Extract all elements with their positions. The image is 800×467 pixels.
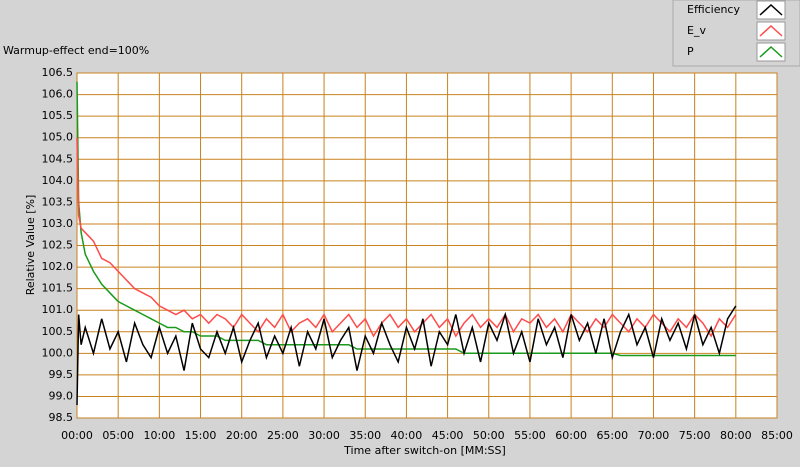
y-tick-label: 98.5	[49, 411, 74, 424]
y-tick-label: 100.5	[42, 325, 74, 338]
legend-label: P	[687, 45, 694, 58]
x-axis-label: Time after switch-on [MM:SS]	[343, 444, 506, 457]
y-axis-label: Relative Value [%]	[24, 195, 37, 296]
chart-title: Warmup-effect end=100%	[3, 44, 149, 57]
y-tick-label: 104.5	[42, 152, 74, 165]
x-tick-label: 05:00	[102, 429, 134, 442]
x-tick-label: 20:00	[226, 429, 258, 442]
legend-label: Efficiency	[687, 3, 740, 16]
legend-swatch	[759, 3, 783, 16]
x-tick-label: 30:00	[308, 429, 340, 442]
y-tick-label: 99.0	[49, 389, 74, 402]
y-tick-label: 102.5	[42, 239, 74, 252]
x-tick-label: 65:00	[596, 429, 628, 442]
y-tick-label: 106.5	[42, 66, 74, 79]
x-tick-label: 85:00	[761, 429, 793, 442]
y-tick-label: 100.0	[42, 346, 74, 359]
legend-swatch-box	[756, 42, 786, 62]
y-tick-label: 101.0	[42, 303, 74, 316]
x-tick-label: 00:00	[61, 429, 93, 442]
y-tick-label: 99.5	[49, 368, 74, 381]
legend-swatch	[759, 45, 783, 58]
y-tick-label: 103.5	[42, 195, 74, 208]
legend-label: E_v	[687, 24, 706, 37]
x-tick-label: 10:00	[144, 429, 176, 442]
y-tick-label: 106.0	[42, 88, 74, 101]
x-tick-label: 15:00	[185, 429, 217, 442]
legend-swatch	[759, 24, 783, 37]
x-tick-label: 60:00	[555, 429, 587, 442]
y-tick-label: 105.0	[42, 131, 74, 144]
x-tick-label: 45:00	[432, 429, 464, 442]
legend-swatch-box	[756, 0, 786, 20]
y-tick-label: 101.5	[42, 282, 74, 295]
x-tick-label: 80:00	[720, 429, 752, 442]
legend-swatch-box	[756, 21, 786, 41]
x-tick-label: 55:00	[514, 429, 546, 442]
x-tick-label: 40:00	[391, 429, 423, 442]
series-line	[76, 81, 736, 357]
x-tick-label: 25:00	[267, 429, 299, 442]
y-tick-label: 104.0	[42, 174, 74, 187]
y-tick-label: 105.5	[42, 109, 74, 122]
series-line	[76, 305, 737, 406]
x-tick-label: 50:00	[473, 429, 505, 442]
y-tick-label: 102.0	[42, 260, 74, 273]
x-tick-label: 70:00	[638, 429, 670, 442]
y-tick-label: 103.0	[42, 217, 74, 230]
x-tick-label: 35:00	[349, 429, 381, 442]
x-tick-label: 75:00	[679, 429, 711, 442]
